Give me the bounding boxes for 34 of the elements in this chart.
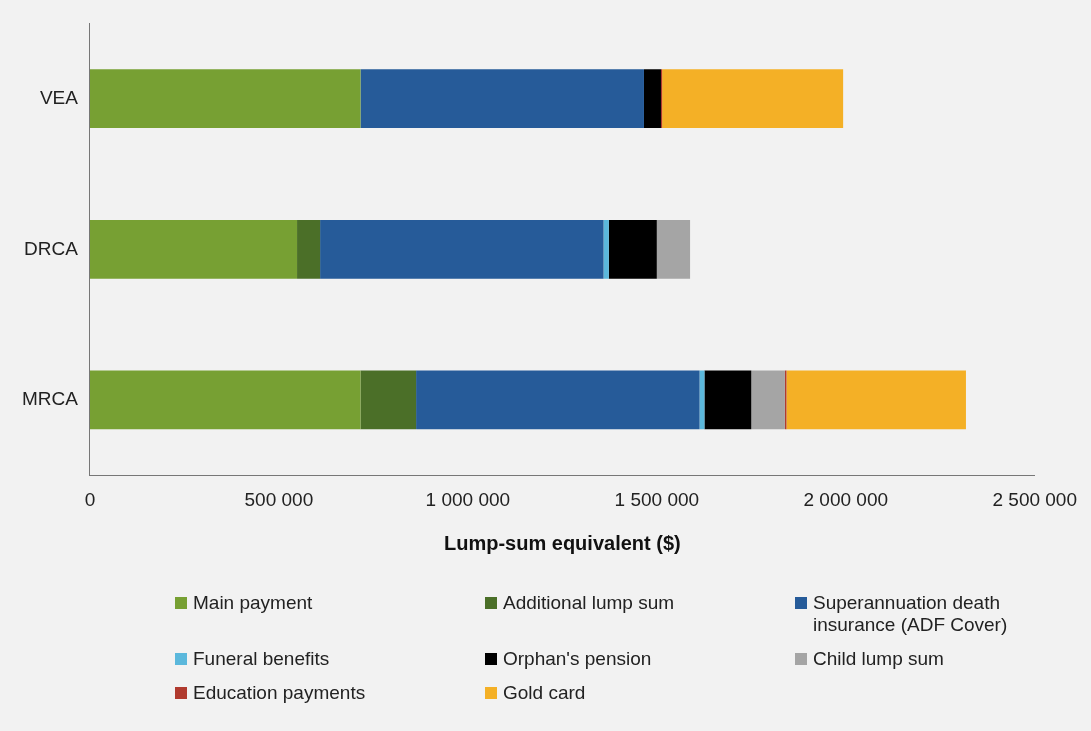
bar — [360, 69, 644, 129]
bar — [656, 219, 691, 279]
x-tick-label: 500 000 — [244, 488, 314, 510]
x-tick-label: 1 500 000 — [614, 488, 700, 510]
x-tick-label: 1 000 000 — [425, 488, 511, 510]
legend-label: Superannuation death insurance (ADF Cover) — [813, 592, 1009, 636]
legend-label: Funeral benefits — [193, 648, 330, 670]
legend-label: Child lump sum — [813, 648, 944, 670]
legend-label: Orphan's pension — [503, 648, 652, 670]
x-axis-title: Lump-sum equivalent ($) — [443, 531, 681, 554]
bar — [662, 69, 844, 129]
bar — [643, 69, 661, 129]
bar — [89, 69, 361, 129]
legend-label: Main payment — [193, 592, 313, 614]
bar — [297, 219, 321, 279]
y-tick-label: VEA — [39, 86, 79, 108]
legend-label: Education payments — [193, 682, 366, 704]
bar — [89, 219, 298, 279]
x-tick-label: 0 — [84, 488, 96, 510]
y-tick-label: DRCA — [24, 237, 79, 259]
bar — [89, 370, 361, 430]
bar — [608, 219, 657, 279]
bar — [603, 219, 609, 279]
bar — [416, 370, 700, 430]
bar — [704, 370, 752, 430]
legend-label: Additional lump sum — [503, 592, 675, 614]
x-tick-label: 2 500 000 — [992, 488, 1077, 510]
bar — [751, 370, 785, 430]
bar — [320, 219, 604, 279]
y-tick-label: MRCA — [21, 388, 79, 410]
bar — [360, 370, 417, 430]
x-tick-label: 2 000 000 — [803, 488, 889, 510]
legend-label: Gold card — [503, 682, 586, 704]
bar — [786, 370, 966, 430]
